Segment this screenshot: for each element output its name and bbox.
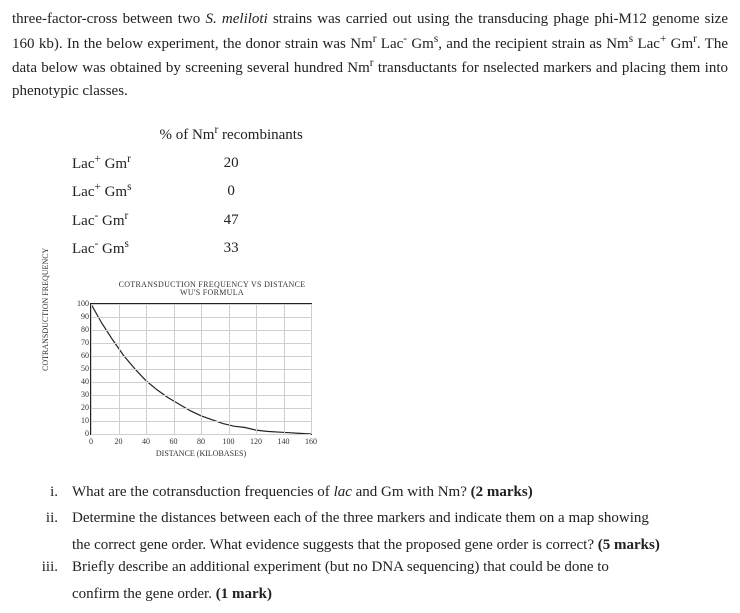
- table-row: Lac- Gmr47: [72, 206, 331, 235]
- table-cell-class: Lac+ Gmr: [72, 149, 159, 178]
- table-cell-value: 0: [159, 177, 330, 206]
- question-body: Determine the distances between each of …: [72, 507, 728, 530]
- ytick-label: 30: [81, 389, 89, 401]
- xtick-label: 40: [142, 436, 150, 448]
- question-number: i.: [12, 481, 72, 504]
- xtick-label: 80: [197, 436, 205, 448]
- xtick-label: 160: [305, 436, 317, 448]
- ytick-label: 10: [81, 415, 89, 427]
- ytick-label: 50: [81, 363, 89, 375]
- table-row: Lac- Gms33: [72, 234, 331, 263]
- ytick-label: 60: [81, 350, 89, 362]
- xtick-label: 120: [250, 436, 262, 448]
- ytick-label: 100: [77, 298, 89, 310]
- intro-paragraph: three-factor-cross between two S. melilo…: [12, 8, 728, 102]
- xtick-label: 20: [115, 436, 123, 448]
- xtick-label: 0: [89, 436, 93, 448]
- table-cell-class: Lac- Gmr: [72, 206, 159, 235]
- table-cell-class: Lac- Gms: [72, 234, 159, 263]
- table-header-pct: % of Nmr recombinants: [159, 120, 330, 149]
- question-number: iii.: [12, 556, 72, 579]
- table-row: Lac+ Gms0: [72, 177, 331, 206]
- table-cell-value: 47: [159, 206, 330, 235]
- question-continuation: confirm the gene order. (1 mark): [72, 583, 728, 606]
- question-body: Briefly describe an additional experimen…: [72, 556, 728, 579]
- ytick-label: 40: [81, 376, 89, 388]
- table-cell-class: Lac+ Gms: [72, 177, 159, 206]
- ytick-label: 20: [81, 402, 89, 414]
- question-row: iii.Briefly describe an additional exper…: [12, 556, 728, 579]
- questions-list: i.What are the cotransduction frequencie…: [12, 481, 728, 606]
- ytick-label: 70: [81, 337, 89, 349]
- question-continuation: the correct gene order. What evidence su…: [72, 534, 728, 557]
- table-row: Lac+ Gmr20: [72, 149, 331, 178]
- xtick-label: 140: [278, 436, 290, 448]
- question-number: ii.: [12, 507, 72, 530]
- xtick-label: 60: [170, 436, 178, 448]
- xtick-label: 100: [223, 436, 235, 448]
- recombinants-table: % of Nmr recombinants Lac+ Gmr20Lac+ Gms…: [72, 120, 331, 263]
- chart-plot-area: 0102030405060708090100020406080100120140…: [90, 303, 312, 435]
- chart-xlabel: DISTANCE (KILOBASES): [91, 448, 311, 460]
- question-body: What are the cotransduction frequencies …: [72, 481, 728, 504]
- question-row: ii.Determine the distances between each …: [12, 507, 728, 530]
- chart-ylabel: COTRANSDUCTION FREQUENCY: [40, 247, 52, 370]
- table-cell-value: 33: [159, 234, 330, 263]
- question-row: i.What are the cotransduction frequencie…: [12, 481, 728, 504]
- ytick-label: 90: [81, 311, 89, 323]
- ytick-label: 80: [81, 324, 89, 336]
- chart-title: COTRANSDUCTION FREQUENCY VS DISTANCE WU'…: [92, 281, 332, 299]
- cotransduction-chart: COTRANSDUCTION FREQUENCY VS DISTANCE WU'…: [52, 281, 332, 461]
- table-header-empty: [72, 120, 159, 149]
- table-cell-value: 20: [159, 149, 330, 178]
